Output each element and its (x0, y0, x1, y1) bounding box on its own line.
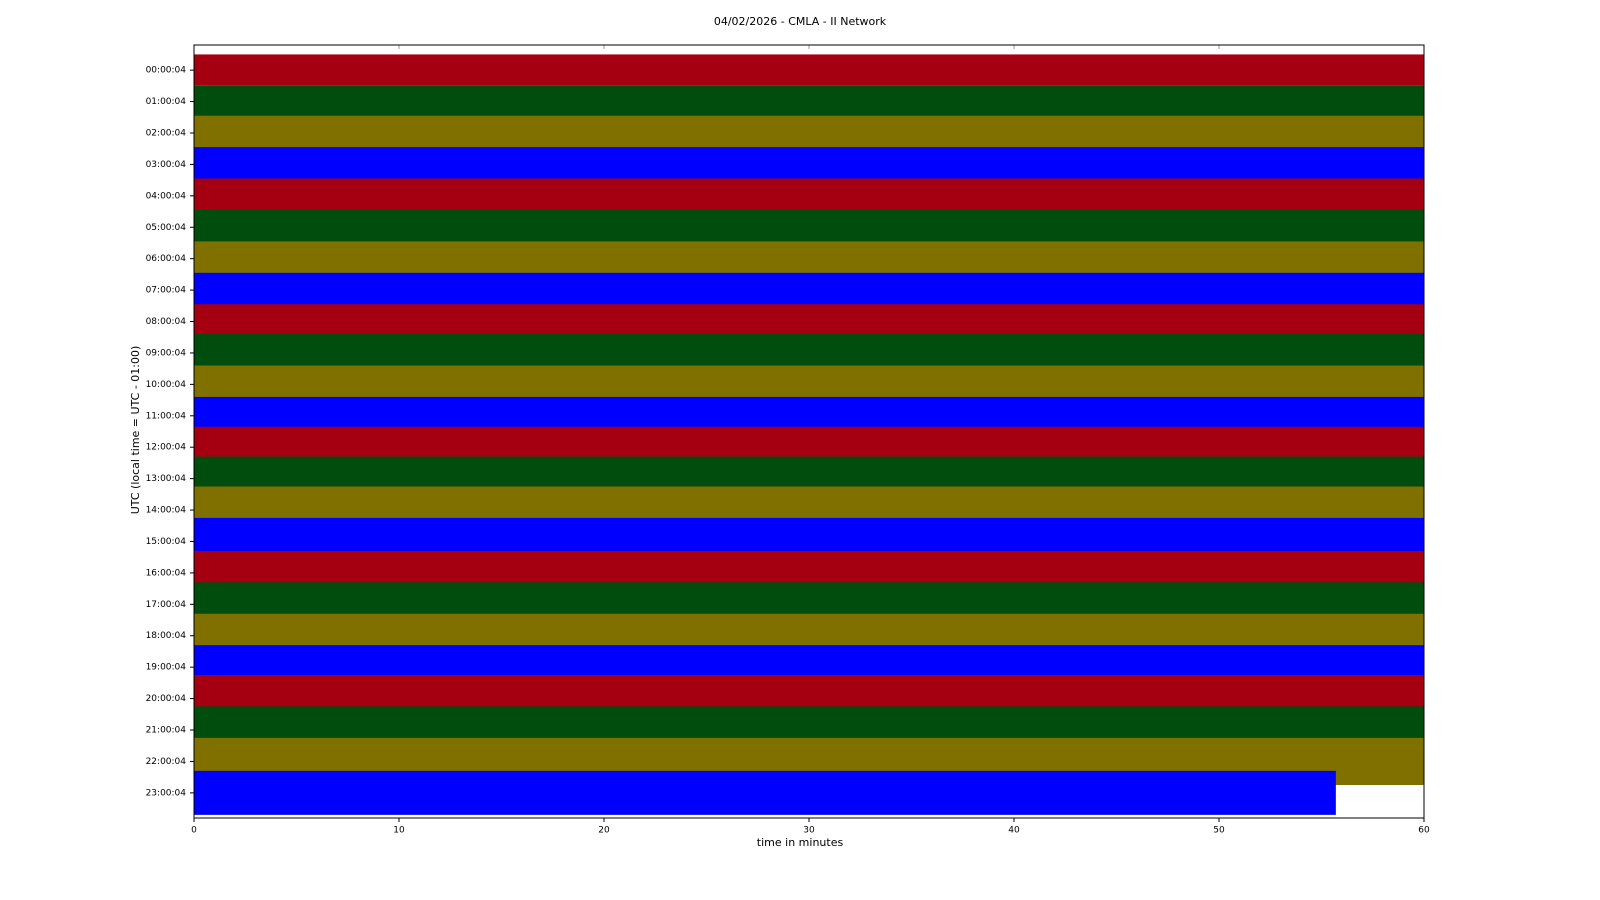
y-tick-label: 06:00:04 (146, 254, 187, 264)
y-tick-label: 02:00:04 (146, 128, 187, 138)
y-tick-label: 03:00:04 (146, 160, 187, 170)
x-tick-label: 20 (598, 826, 610, 836)
y-tick-label: 16:00:04 (146, 568, 187, 578)
y-tick-label: 01:00:04 (146, 97, 187, 107)
trace (194, 272, 1424, 308)
y-tick-label: 17:00:04 (146, 600, 187, 610)
trace (194, 209, 1424, 245)
y-tick-label: 04:00:04 (146, 191, 187, 201)
x-axis-label: time in minutes (757, 836, 844, 849)
y-tick-label: 05:00:04 (146, 223, 187, 233)
y-tick-label: 07:00:04 (146, 286, 187, 296)
x-tick-label: 0 (191, 826, 197, 836)
trace (194, 85, 1424, 118)
y-tick-label: 23:00:04 (146, 788, 187, 798)
y-tick-label: 11:00:04 (146, 411, 187, 421)
x-tick-label: 50 (1213, 826, 1225, 836)
trace (194, 334, 1424, 372)
y-tick-label: 15:00:04 (146, 537, 187, 547)
x-tick-label: 10 (393, 826, 405, 836)
y-tick-label: 12:00:04 (146, 443, 187, 453)
y-tick-label: 18:00:04 (146, 631, 187, 641)
chart-title: 04/02/2026 - CMLA - II Network (714, 15, 887, 28)
trace (194, 178, 1424, 214)
y-tick-label: 21:00:04 (146, 726, 187, 736)
trace (194, 147, 1424, 182)
trace (194, 115, 1424, 151)
trace (194, 241, 1424, 276)
y-tick-label: 14:00:04 (146, 506, 187, 516)
y-tick-label: 00:00:04 (146, 66, 187, 76)
trace (194, 304, 1424, 339)
y-tick-label: 08:00:04 (146, 317, 187, 327)
y-axis-label: UTC (local time = UTC - 01:00) (129, 346, 142, 515)
trace (194, 770, 1336, 815)
y-tick-label: 09:00:04 (146, 348, 187, 358)
y-tick-label: 13:00:04 (146, 474, 187, 484)
plot-frame (193, 44, 1425, 819)
y-tick-label: 10:00:04 (146, 380, 187, 390)
x-tick-label: 40 (1008, 826, 1020, 836)
x-tick-label: 30 (803, 826, 815, 836)
trace (194, 54, 1424, 86)
x-tick-label: 60 (1418, 826, 1430, 836)
y-tick-label: 20:00:04 (146, 694, 187, 704)
y-tick-label: 22:00:04 (146, 757, 187, 767)
y-tick-label: 19:00:04 (146, 663, 187, 673)
